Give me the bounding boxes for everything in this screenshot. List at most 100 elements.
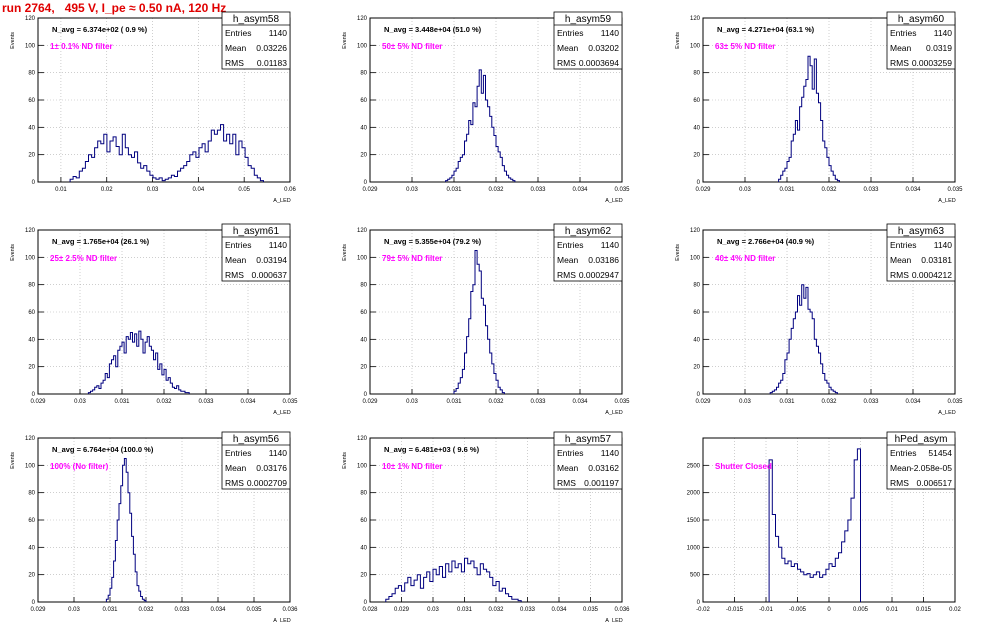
- stats-row-label: Entries: [225, 28, 251, 38]
- y-tick-label: 20: [693, 365, 700, 371]
- x-tick-label: -0.02: [696, 607, 710, 613]
- y-tick-label: 80: [360, 71, 367, 77]
- stats-row-label: RMS: [890, 58, 909, 68]
- stats-row-label: RMS: [225, 270, 244, 280]
- filter-label: 1± 0.1% ND filter: [50, 42, 113, 51]
- y-tick-label: 0: [697, 180, 701, 186]
- stats-row-label: Mean: [557, 255, 579, 265]
- stats-row-label: Mean: [890, 255, 912, 265]
- x-tick-label: 0.032: [488, 399, 504, 405]
- x-tick-label: 0.034: [551, 607, 567, 613]
- y-tick-label: 60: [360, 310, 367, 316]
- y-axis-label: Events: [342, 244, 348, 261]
- y-tick-label: 40: [360, 545, 367, 551]
- x-tick-label: 0.032: [821, 399, 837, 405]
- navg-label: N_avg = 3.448e+04 (51.0 %): [384, 25, 482, 34]
- navg-label: N_avg = 1.765e+04 (26.1 %): [52, 237, 150, 246]
- y-tick-label: 120: [25, 436, 36, 442]
- stats-box: [553, 431, 623, 490]
- x-tick-label: 0.06: [284, 187, 296, 193]
- x-tick-label: 0.035: [947, 399, 963, 405]
- x-tick-label: 0.02: [949, 607, 961, 613]
- y-tick-label: 80: [28, 491, 35, 497]
- histogram-step-line-h_asym57: [385, 557, 522, 602]
- histogram-step-line-h_asym56: [105, 458, 147, 602]
- x-tick-label: 0.05: [238, 187, 250, 193]
- y-tick-label: 0: [364, 180, 368, 186]
- y-tick-label: 20: [28, 153, 35, 159]
- x-tick-label: 0.035: [614, 399, 630, 405]
- stats-row-value: 0.03181: [921, 255, 952, 265]
- stats-row-value: 1140: [269, 448, 288, 458]
- y-tick-label: 40: [693, 337, 700, 343]
- x-tick-label: 0.034: [572, 399, 588, 405]
- y-tick-label: 60: [28, 98, 35, 104]
- x-tick-label: 0.031: [457, 607, 473, 613]
- x-tick-label: 0.031: [114, 399, 130, 405]
- y-tick-label: 40: [360, 125, 367, 131]
- x-tick-label: 0.035: [947, 187, 963, 193]
- x-tick-label: 0.005: [853, 607, 869, 613]
- histogram-panel-h_asym60: 0.029 0.03 0.031 0.032 0.033 0.034 0.035 0 20 40 6…: [675, 11, 963, 204]
- filter-label: Shutter Closed: [715, 462, 772, 471]
- stats-row-label: Mean: [225, 43, 247, 53]
- y-tick-label: 40: [28, 337, 35, 343]
- stats-row-label: RMS: [557, 270, 576, 280]
- y-tick-label: 100: [357, 463, 368, 469]
- y-axis-label: Events: [10, 32, 16, 49]
- y-tick-label: 80: [693, 283, 700, 289]
- x-tick-label: 0.036: [614, 607, 630, 613]
- y-tick-label: 120: [25, 16, 36, 22]
- stats-box: [221, 223, 291, 282]
- stats-row-label: Mean: [557, 463, 579, 473]
- y-tick-label: 500: [690, 573, 701, 579]
- y-tick-label: 80: [360, 491, 367, 497]
- x-tick-label: 0.033: [520, 607, 536, 613]
- histogram-step-line-h_asym60: [778, 55, 840, 182]
- y-axis-label: Events: [10, 244, 16, 261]
- histogram-panel-h_asym58: 0.01 0.02 0.03 0.04 0.05 0.06 0 20 40 60 80 100 120 E…: [10, 11, 296, 204]
- stats-title: h_asym63: [898, 226, 945, 237]
- stats-row-label: RMS: [890, 478, 909, 488]
- stats-box: [221, 431, 291, 490]
- histogram-step-line-hPed_asym: [768, 448, 861, 602]
- y-tick-label: 100: [25, 43, 36, 49]
- histogram-panel-h_asym63: 0.029 0.03 0.031 0.032 0.033 0.034 0.035 0 20 40 6…: [675, 223, 963, 416]
- x-axis-label: A_LED: [938, 198, 955, 204]
- x-tick-label: 0.04: [193, 187, 205, 193]
- y-tick-label: 120: [25, 228, 36, 234]
- x-tick-label: 0.029: [695, 399, 711, 405]
- filter-label: 25± 2.5% ND filter: [50, 254, 117, 263]
- x-tick-label: 0.01: [886, 607, 898, 613]
- stats-title: h_asym60: [898, 14, 945, 25]
- stats-title: hPed_asym: [895, 434, 948, 445]
- y-tick-label: 0: [697, 600, 701, 606]
- x-tick-label: -0.005: [789, 607, 807, 613]
- y-tick-label: 60: [693, 98, 700, 104]
- y-tick-label: 1500: [687, 518, 701, 524]
- stats-row-label: RMS: [225, 58, 244, 68]
- x-tick-label: 0.029: [30, 607, 46, 613]
- x-tick-label: 0: [827, 607, 831, 613]
- y-tick-label: 100: [357, 43, 368, 49]
- histogram-panel-h_asym61: 0.029 0.03 0.031 0.032 0.033 0.034 0.035 0 20 40 6…: [10, 223, 298, 416]
- y-tick-label: 60: [693, 310, 700, 316]
- histogram-step-line-h_asym59: [445, 69, 516, 182]
- stats-title: h_asym62: [565, 226, 612, 237]
- filter-label: 40± 4% ND filter: [715, 254, 775, 263]
- stats-row-label: Entries: [557, 448, 583, 458]
- x-axis-label: A_LED: [938, 410, 955, 416]
- x-tick-label: 0.03: [739, 399, 751, 405]
- y-tick-label: 120: [690, 228, 701, 234]
- y-tick-label: 60: [28, 518, 35, 524]
- x-tick-label: -0.01: [759, 607, 773, 613]
- stats-row-label: Entries: [890, 28, 916, 38]
- stats-row-label: Mean: [890, 43, 912, 53]
- x-tick-label: 0.029: [30, 399, 46, 405]
- stats-title: h_asym57: [565, 434, 612, 445]
- stats-title: h_asym59: [565, 14, 612, 25]
- y-tick-label: 20: [360, 573, 367, 579]
- histogram-step-line-h_asym62: [453, 250, 505, 394]
- x-tick-label: 0.01: [55, 187, 67, 193]
